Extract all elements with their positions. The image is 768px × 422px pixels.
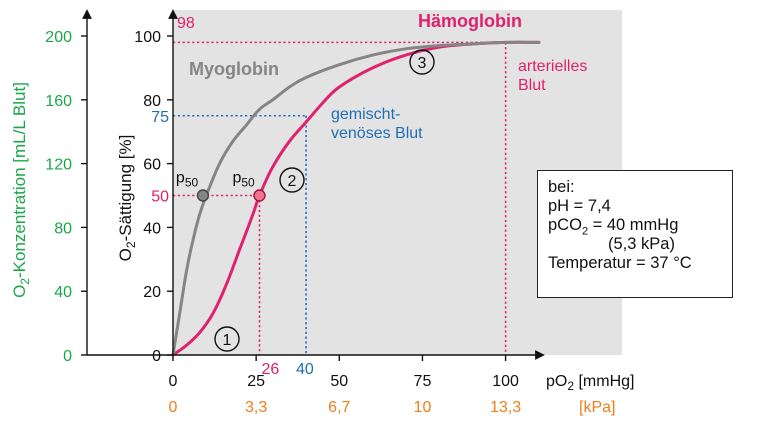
saturation-tick-label: 60 bbox=[143, 157, 161, 174]
marker-circle-3 bbox=[409, 49, 435, 75]
x-tick-label: 25 bbox=[247, 373, 265, 390]
saturation-axis-title: O2-Sättigung [%] bbox=[116, 135, 138, 262]
saturation-tick-label: 100 bbox=[134, 29, 161, 46]
kpa-axis-title: [kPa] bbox=[579, 399, 615, 416]
hemoglobin-label: Hämoglobin bbox=[418, 11, 522, 31]
x-axis-title: pO2 [mmHg] bbox=[546, 373, 634, 393]
saturation-tick-label: 40 bbox=[143, 220, 161, 237]
conditions-ph: pH = 7,4 bbox=[548, 197, 611, 215]
conditions-pco2-kpa: (5,3 kPa) bbox=[608, 235, 675, 253]
x-tick-label: 0 bbox=[169, 373, 178, 390]
concentration-tick-label: 160 bbox=[45, 93, 72, 110]
p50-label-2: p50 bbox=[232, 170, 255, 190]
kpa-tick-label: 0 bbox=[169, 399, 178, 416]
x-tick-label: 100 bbox=[492, 373, 519, 390]
x-tick-label: 75 bbox=[414, 373, 432, 390]
p50-label-1: p50 bbox=[176, 170, 199, 190]
ref-label-26: 26 bbox=[261, 361, 279, 378]
conditions-heading: bei: bbox=[548, 178, 575, 196]
myoglobin-label: Myoglobin bbox=[189, 59, 279, 79]
marker-number-1: 1 bbox=[223, 332, 232, 349]
marker-number-3: 3 bbox=[418, 55, 427, 72]
concentration-tick-label: 0 bbox=[63, 348, 72, 365]
concentration-tick-label: 40 bbox=[54, 284, 72, 301]
kpa-tick-label: 3,3 bbox=[245, 399, 267, 416]
ref-label-40: 40 bbox=[296, 361, 314, 378]
concentration-tick-label: 80 bbox=[54, 220, 72, 237]
ref-label-75: 75 bbox=[151, 109, 169, 126]
kpa-tick-label: 6,7 bbox=[328, 399, 350, 416]
marker-circle-1 bbox=[214, 326, 240, 352]
concentration-tick-label: 200 bbox=[45, 29, 72, 46]
marker-circle-2 bbox=[279, 167, 305, 193]
hemoglobin-curve bbox=[171, 40, 541, 357]
conditions-pco2: pCO2 = 40 mmHg bbox=[548, 216, 679, 238]
arterial-label-line-2: Blut bbox=[518, 77, 546, 94]
kpa-tick-label: 10 bbox=[414, 399, 432, 416]
concentration-tick-label: 120 bbox=[45, 157, 72, 174]
mixed-venous-label-line-2: venöses Blut bbox=[331, 125, 423, 142]
arterial-label-line-1: arterielles bbox=[518, 58, 587, 75]
myoglobin-p50-point bbox=[196, 189, 210, 202]
x-tick-label: 50 bbox=[330, 373, 348, 390]
saturation-tick-label: 0 bbox=[152, 348, 161, 365]
concentration-axis-title: O2-Konzentration [mL/L Blut] bbox=[10, 82, 32, 298]
ref-label-98: 98 bbox=[177, 15, 195, 32]
hemoglobin-p50-point bbox=[253, 189, 266, 202]
kpa-tick-label: 13,3 bbox=[490, 399, 521, 416]
mixed-venous-label-line-1: gemischt- bbox=[331, 106, 400, 123]
marker-number-2: 2 bbox=[288, 173, 297, 190]
conditions-box: bei: pH = 7,4 pCO2 = 40 mmHg (5,3 kPa) T… bbox=[537, 170, 733, 298]
conditions-temperature: Temperatur = 37 °C bbox=[548, 254, 692, 272]
myoglobin-curve bbox=[171, 40, 541, 357]
ref-label-50: 50 bbox=[151, 189, 169, 206]
saturation-tick-label: 20 bbox=[143, 284, 161, 301]
saturation-tick-label: 80 bbox=[143, 93, 161, 110]
